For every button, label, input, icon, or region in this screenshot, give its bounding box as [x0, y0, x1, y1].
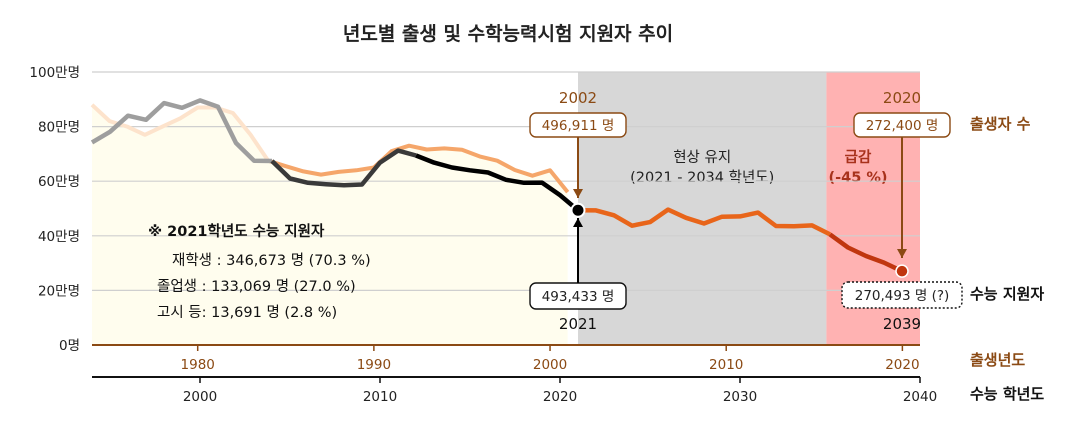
exam-axis-tick-label: 2000: [183, 389, 217, 405]
y-tick-label: 0명: [59, 338, 80, 354]
annotations: 출생자 수수능 지원자 2002 496,911 명 2020 272,400 명 493…: [529, 89, 1044, 333]
note-box: ※ 2021학년도 수능 지원자 재학생 : 346,673 명 (70.3 %…: [148, 223, 371, 321]
chart-title: 년도별 출생 및 수학능력시험 지원자 추이: [343, 23, 673, 45]
birth-axis-tick-label: 1990: [357, 357, 391, 373]
birth-axis-label: 출생년도: [970, 351, 1025, 369]
birth-line: [267, 143, 570, 194]
callout-value-2039: 270,493 명 (?): [855, 288, 950, 304]
exam-axis-tick-label: 2010: [363, 389, 397, 405]
birth-axis-tick-label: 1980: [181, 357, 215, 373]
callout-value-2002: 496,911 명: [542, 118, 615, 134]
callout-year-2002: 2002: [559, 89, 597, 107]
region-maintain-label: 현상 유지: [673, 149, 731, 166]
region-maintain-label: (2021 - 2034 학년도): [630, 169, 774, 186]
point-2039: [895, 264, 909, 278]
y-tick-label: 40만명: [38, 229, 80, 245]
y-tick-label: 60만명: [38, 174, 80, 190]
exam-axis-label: 수능 학년도: [970, 385, 1044, 403]
exam-axis-tick-label: 2040: [903, 389, 937, 405]
projection-line: [577, 207, 832, 237]
callout-year-2020: 2020: [883, 89, 921, 107]
arrow-2002-head: [573, 189, 583, 198]
legend-births: 출생자 수: [970, 115, 1031, 133]
y-tick-label: 100만명: [29, 65, 80, 81]
legend-applicants: 수능 지원자: [970, 285, 1044, 303]
arrow-2021-head: [573, 218, 583, 227]
projection-line-decline: [828, 232, 903, 274]
note-title: ※ 2021학년도 수능 지원자: [148, 223, 325, 240]
y-tick-label: 20만명: [38, 283, 80, 299]
exam-axis-tick-label: 2020: [543, 389, 577, 405]
callout-value-2039-box: [841, 281, 963, 309]
y-axis: 0명 20만명 40만명 60만명 80만명 100만명: [29, 65, 80, 354]
applicants-line-early: [90, 98, 273, 164]
note-line: 졸업생 : 133,069 명 (27.0 %): [157, 278, 356, 295]
region-decline-label: 급감: [845, 148, 872, 166]
exam-axis-tick-label: 2030: [723, 389, 757, 405]
birth-axis-tick-label: 2020: [885, 357, 919, 373]
arrow-2020-head: [897, 249, 907, 258]
birth-axis-tick-label: 2000: [533, 357, 567, 373]
point-2021: [570, 202, 586, 218]
x-axes: 1980 1990 2000 2010 2020 2000 2010 2020 2030 2040…: [92, 344, 1044, 405]
note-line: 고시 등: 13,691 명 (2.8 %): [157, 304, 337, 321]
callout-year-2021: 2021: [559, 315, 597, 333]
note-line: 재학생 : 346,673 명 (70.3 %): [172, 252, 371, 269]
birth-line-early: [90, 103, 270, 162]
series-lines: [90, 98, 909, 278]
callout-value-2021: 493,433 명: [542, 289, 615, 305]
y-tick-label: 80만명: [38, 120, 80, 136]
birth-axis-tick-label: 2010: [709, 357, 743, 373]
applicants-line-mid: [270, 148, 417, 188]
region-decline-label: (-45 %): [828, 170, 887, 186]
applicants-line: [415, 153, 580, 213]
callout-year-2039: 2039: [883, 315, 921, 333]
callout-value-2020: 272,400 명: [866, 118, 939, 134]
